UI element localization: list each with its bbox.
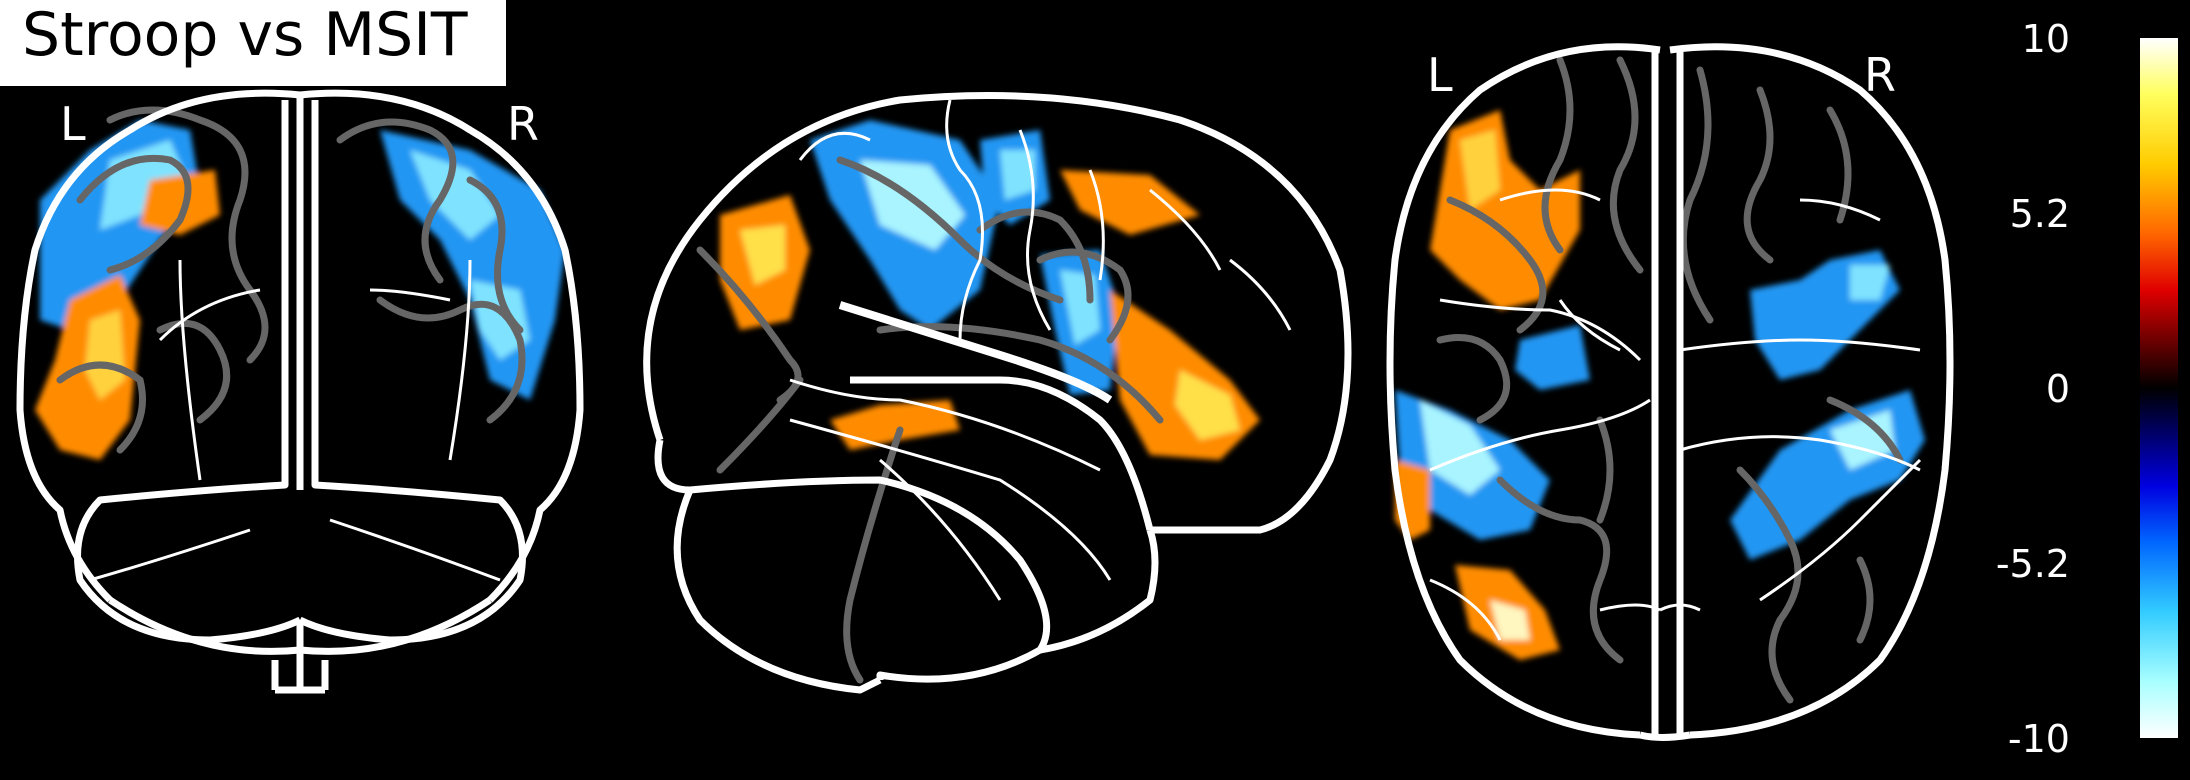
coronal-view [16,89,584,694]
axial-blob-right-parietal-blue [1730,390,1925,560]
axial-blob-left-blue-small [1515,325,1590,390]
sagittal-inner-lines [789,99,1292,601]
coronal-left-label: L [60,97,86,151]
coronal-blob-right-blue-core [410,150,500,240]
colorbar-tick-min: -10 [2007,717,2070,761]
colorbar-tick-zero: 0 [2045,367,2070,411]
coronal-blob-right-blue [380,130,565,400]
colorbar [2140,38,2178,738]
sagittal-blob-frontal-yellow-core [740,225,785,285]
sagittal-blob-parietal-orange [1060,170,1200,235]
figure-title: Stroop vs MSIT [22,0,468,70]
sagittal-blob-temporal-orange [830,400,960,450]
axial-blob-right-frontal-blue-core [1850,265,1890,300]
coronal-blob-right-blue-core2 [470,280,530,360]
coronal-inner-lines [89,259,501,582]
colorbar-tick-neg: -5.2 [1995,542,2070,586]
sagittal-outline [643,92,1352,694]
sagittal-view [643,92,1352,694]
axial-blob-left-occipital-yellow [1490,600,1530,640]
axial-activations [1395,110,1925,660]
title-box: Stroop vs MSIT [0,0,506,86]
sagittal-activations [720,120,1260,460]
sagittal-blob-mid-blue-core [1000,150,1035,200]
axial-right-label: R [1864,48,1896,102]
axial-outline [1386,43,1954,741]
axial-blob-left-frontal-yellow [1460,130,1500,210]
coronal-right-label: R [507,97,539,151]
colorbar-tick-pos: 5.2 [2009,192,2070,236]
sagittal-blob-occipital-yellow [1175,370,1240,440]
coronal-blob-left-yellow [85,310,125,400]
axial-left-label: L [1427,48,1453,102]
axial-view [1386,43,1954,741]
sagittal-sulci [696,156,1164,684]
axial-blob-left-frontal-orange [1430,110,1580,310]
axial-inner-lines [1429,188,1922,641]
axial-blob-left-parietal-blue-core [1420,400,1500,495]
colorbar-tick-max: 10 [2021,17,2070,61]
coronal-outline [16,89,584,694]
coronal-blob-left-orange [140,170,220,235]
